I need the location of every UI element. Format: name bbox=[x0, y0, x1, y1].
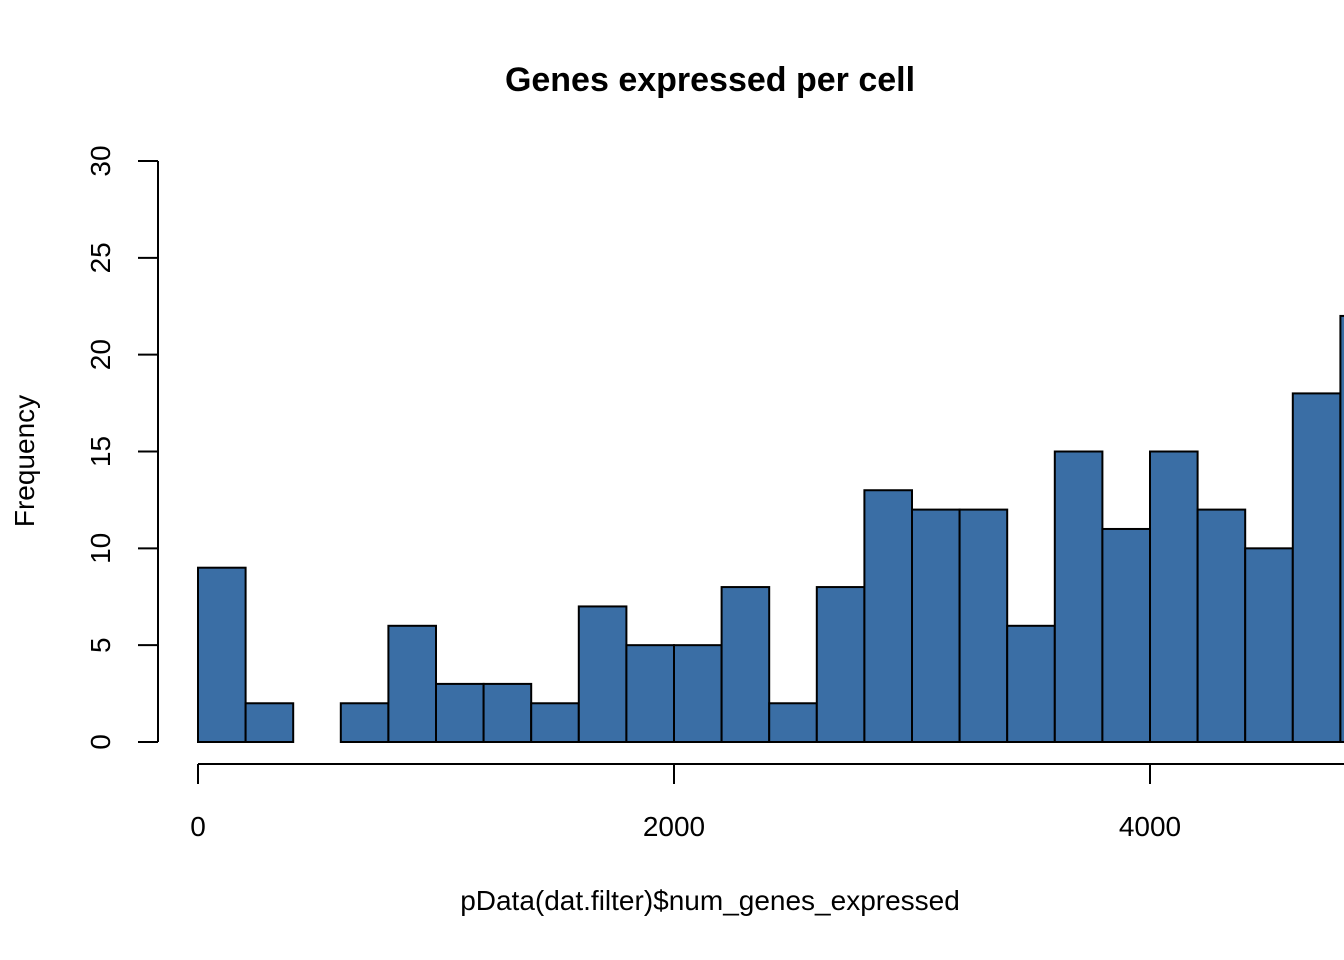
histogram-bar bbox=[958, 508, 1009, 743]
histogram-bar bbox=[1101, 527, 1152, 744]
histogram-bar bbox=[673, 644, 723, 744]
histogram-bar bbox=[1149, 450, 1199, 743]
y-tick-label: 0 bbox=[85, 734, 116, 750]
histogram-bar bbox=[339, 702, 390, 743]
histogram-bar bbox=[577, 605, 628, 744]
y-axis-label: Frequency bbox=[9, 395, 40, 527]
histogram-bar bbox=[1339, 314, 1344, 743]
histogram-bar bbox=[1053, 450, 1104, 743]
histogram-bar bbox=[768, 702, 818, 743]
histogram-bar bbox=[625, 644, 676, 744]
histogram-bar bbox=[435, 682, 485, 744]
x-tick-label: 4000 bbox=[1119, 811, 1181, 842]
histogram-bar bbox=[1291, 392, 1342, 743]
histogram-bar bbox=[1244, 547, 1294, 743]
x-tick-label: 2000 bbox=[643, 811, 705, 842]
y-axis: 0 5 10 15 20 25 30 bbox=[85, 145, 159, 750]
histogram-bar bbox=[197, 566, 247, 744]
y-tick-label: 25 bbox=[85, 242, 116, 273]
histogram-bar bbox=[1006, 624, 1056, 743]
y-tick-label: 15 bbox=[85, 436, 116, 467]
x-axis: 02000400060008000 bbox=[190, 763, 1344, 842]
histogram-bar bbox=[482, 682, 533, 744]
histogram-bar bbox=[863, 489, 914, 743]
histogram-bar bbox=[530, 702, 580, 743]
y-tick-label: 20 bbox=[85, 339, 116, 370]
x-axis-label: pData(dat.filter)$num_genes_expressed bbox=[460, 885, 960, 916]
y-tick-label: 30 bbox=[85, 145, 116, 176]
x-tick-label: 0 bbox=[190, 811, 206, 842]
histogram-bar bbox=[244, 702, 295, 743]
histogram-bar bbox=[1196, 508, 1247, 743]
y-tick-label: 5 bbox=[85, 637, 116, 653]
chart-title: Genes expressed per cell bbox=[505, 61, 915, 99]
histogram-bar bbox=[720, 586, 771, 743]
histogram-bar bbox=[815, 586, 866, 743]
histogram-bar bbox=[387, 624, 437, 743]
bars-group bbox=[197, 314, 1344, 744]
histogram-bar bbox=[911, 508, 961, 743]
y-tick-label: 10 bbox=[85, 533, 116, 564]
